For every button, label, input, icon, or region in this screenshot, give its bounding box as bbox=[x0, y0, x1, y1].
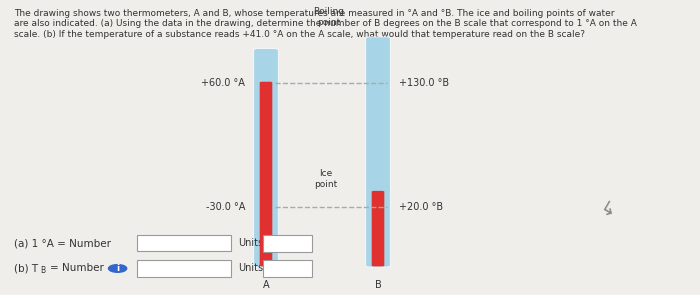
Text: The drawing shows two thermometers, A and B, whose temperatures are measured in : The drawing shows two thermometers, A an… bbox=[14, 9, 637, 39]
Circle shape bbox=[108, 265, 127, 272]
Text: = Number: = Number bbox=[50, 263, 104, 273]
FancyBboxPatch shape bbox=[136, 260, 231, 277]
Text: °B: °B bbox=[266, 238, 277, 248]
Text: B: B bbox=[374, 280, 382, 290]
Text: -30.0 °A: -30.0 °A bbox=[206, 201, 245, 212]
FancyBboxPatch shape bbox=[372, 191, 384, 266]
Text: +130.0 °B: +130.0 °B bbox=[399, 78, 449, 88]
Text: Ice
point: Ice point bbox=[314, 169, 337, 189]
FancyBboxPatch shape bbox=[253, 49, 279, 267]
FancyBboxPatch shape bbox=[262, 260, 312, 277]
Text: °B: °B bbox=[266, 263, 277, 273]
FancyBboxPatch shape bbox=[366, 37, 391, 267]
Text: Units: Units bbox=[238, 238, 263, 248]
Text: Units: Units bbox=[238, 263, 263, 273]
Text: (a) 1 °A = Number: (a) 1 °A = Number bbox=[14, 238, 111, 248]
Text: Boiling
point: Boiling point bbox=[314, 7, 344, 27]
Text: i: i bbox=[116, 264, 119, 273]
FancyBboxPatch shape bbox=[262, 235, 312, 252]
Text: +60.0 °A: +60.0 °A bbox=[201, 78, 245, 88]
FancyBboxPatch shape bbox=[136, 235, 231, 251]
Text: ∨: ∨ bbox=[304, 263, 312, 273]
FancyBboxPatch shape bbox=[260, 82, 272, 266]
Text: ∨: ∨ bbox=[304, 238, 312, 248]
Text: (b) T: (b) T bbox=[14, 263, 38, 273]
Text: 1.22: 1.22 bbox=[140, 238, 163, 248]
Text: A: A bbox=[262, 280, 270, 290]
Text: 117.8: 117.8 bbox=[140, 263, 170, 273]
Text: +20.0 °B: +20.0 °B bbox=[399, 201, 443, 212]
Text: B: B bbox=[40, 266, 45, 275]
Text: ↳: ↳ bbox=[595, 200, 619, 225]
